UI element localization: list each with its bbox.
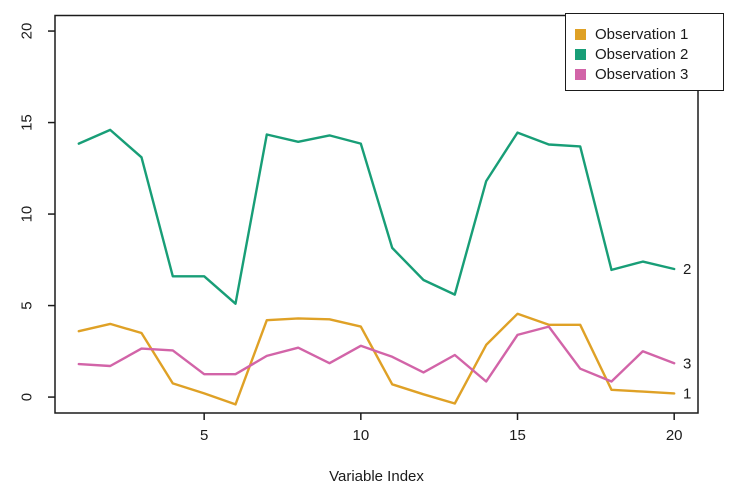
x-axis-title: Variable Index [329, 468, 424, 485]
series-end-label: 2 [683, 261, 691, 278]
x-axis-tick-label: 15 [509, 427, 526, 444]
series-end-label: 1 [683, 386, 691, 403]
x-axis-tick-label: 20 [666, 427, 683, 444]
legend-swatch [575, 48, 586, 60]
series-line-3 [77, 325, 676, 383]
legend-label: Observation 3 [595, 65, 689, 83]
chart-legend: Observation 1 Observation 2 Observation 3 [565, 13, 724, 91]
legend-swatch [575, 28, 586, 40]
x-axis-tick-label: 5 [200, 427, 208, 444]
legend-entry: Observation 2 [575, 44, 723, 64]
y-axis-tick-label: 15 [18, 114, 35, 131]
series-line-2 [77, 128, 676, 305]
x-axis-tick-label: 10 [352, 427, 369, 444]
y-axis-tick-label: 10 [18, 206, 35, 223]
legend-label: Observation 2 [595, 45, 689, 63]
legend-swatch [575, 68, 586, 80]
series-line-1 [77, 312, 676, 406]
y-axis-tick-label: 20 [18, 23, 35, 40]
y-axis-tick-label: 0 [18, 393, 35, 401]
series-end-label: 3 [683, 355, 691, 372]
legend-entry: Observation 1 [575, 24, 723, 44]
y-axis-tick-label: 5 [18, 301, 35, 309]
legend-entry: Observation 3 [575, 64, 723, 84]
legend-label: Observation 1 [595, 25, 689, 43]
